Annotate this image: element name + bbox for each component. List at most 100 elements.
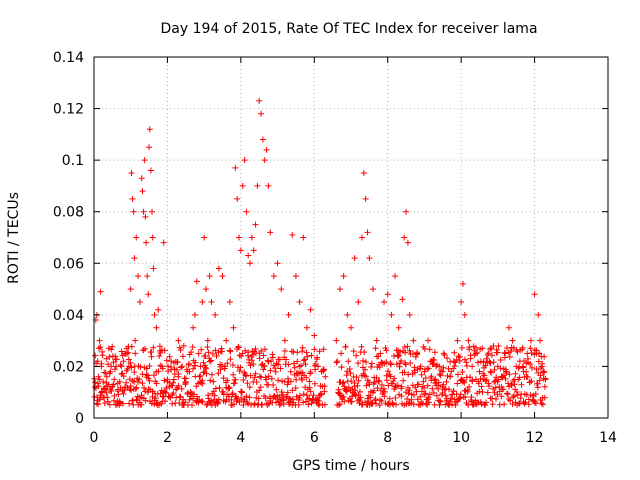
- band-point: [400, 377, 407, 384]
- data-point: [480, 376, 487, 383]
- data-point: [450, 358, 457, 365]
- band-point: [225, 384, 232, 391]
- band-point: [245, 349, 252, 356]
- data-point: [404, 239, 411, 246]
- data-point: [144, 273, 151, 280]
- band-point: [451, 363, 458, 370]
- band-point: [105, 361, 112, 368]
- band-point: [276, 356, 283, 363]
- band-point: [531, 398, 538, 405]
- band-point: [457, 391, 464, 398]
- data-point: [95, 373, 102, 380]
- data-point: [208, 298, 215, 305]
- data-point: [254, 182, 261, 189]
- data-point: [355, 298, 362, 305]
- band-point: [420, 378, 427, 385]
- data-point: [102, 386, 109, 393]
- band-point: [108, 346, 115, 353]
- x-tick-label: 10: [452, 430, 470, 446]
- band-point: [204, 344, 211, 351]
- band-point: [528, 364, 535, 371]
- band-point: [361, 366, 368, 373]
- band-point: [261, 363, 268, 370]
- data-point: [155, 306, 162, 313]
- band-point: [146, 377, 153, 384]
- band-point: [461, 356, 468, 363]
- band-point: [196, 397, 203, 404]
- band-point: [373, 374, 380, 381]
- data-point: [215, 265, 222, 272]
- data-point: [243, 208, 250, 215]
- band-point: [376, 377, 383, 384]
- band-point: [151, 372, 158, 379]
- band-point: [138, 401, 145, 408]
- band-point: [474, 349, 481, 356]
- data-point: [151, 311, 158, 318]
- band-point: [402, 349, 409, 356]
- data-point: [447, 373, 454, 380]
- band-point: [397, 348, 404, 355]
- data-point: [182, 378, 189, 385]
- band-point: [109, 343, 116, 350]
- band-point: [290, 348, 297, 355]
- band-point: [406, 387, 413, 394]
- data-point: [206, 273, 213, 280]
- band-point: [235, 344, 242, 351]
- data-point: [318, 368, 325, 375]
- band-point: [306, 384, 313, 391]
- band-point: [108, 387, 115, 394]
- band-point: [463, 359, 470, 366]
- data-point: [307, 306, 314, 313]
- band-point: [130, 401, 137, 408]
- band-point: [365, 398, 372, 405]
- band-point: [133, 384, 140, 391]
- band-point: [263, 376, 270, 383]
- band-point: [286, 395, 293, 402]
- band-point: [336, 401, 343, 408]
- band-point: [163, 357, 170, 364]
- band-point: [161, 388, 168, 395]
- band-point: [473, 344, 480, 351]
- band-point: [318, 391, 325, 398]
- band-point: [450, 388, 457, 395]
- band-point: [199, 398, 206, 405]
- band-point: [383, 347, 390, 354]
- band-point: [504, 391, 511, 398]
- band-point: [119, 370, 126, 377]
- data-point: [212, 311, 219, 318]
- band-point: [320, 346, 327, 353]
- data-point: [459, 280, 466, 287]
- band-point: [378, 381, 385, 388]
- band-point: [134, 379, 141, 386]
- band-point: [315, 400, 322, 407]
- band-point: [495, 342, 502, 349]
- data-point: [201, 234, 208, 241]
- band-point: [503, 345, 510, 352]
- data-point: [204, 337, 211, 344]
- band-point: [342, 343, 349, 350]
- data-point: [100, 378, 107, 385]
- band-point: [289, 396, 296, 403]
- band-point: [410, 391, 417, 398]
- band-point: [166, 393, 173, 400]
- band-point: [133, 396, 140, 403]
- band-point: [97, 343, 104, 350]
- band-point: [265, 373, 272, 380]
- band-point: [256, 373, 263, 380]
- data-point: [124, 350, 131, 357]
- y-tick-label: 0: [75, 411, 84, 427]
- band-point: [157, 390, 164, 397]
- data-point: [476, 368, 483, 375]
- data-point: [360, 170, 367, 177]
- band-point: [363, 359, 370, 366]
- band-point: [145, 375, 152, 382]
- data-point: [114, 386, 121, 393]
- band-point: [372, 345, 379, 352]
- band-point: [120, 400, 127, 407]
- band-point: [433, 392, 440, 399]
- band-point: [188, 349, 195, 356]
- band-point: [152, 395, 159, 402]
- band-point: [224, 377, 231, 384]
- data-point: [373, 337, 380, 344]
- band-point: [538, 400, 545, 407]
